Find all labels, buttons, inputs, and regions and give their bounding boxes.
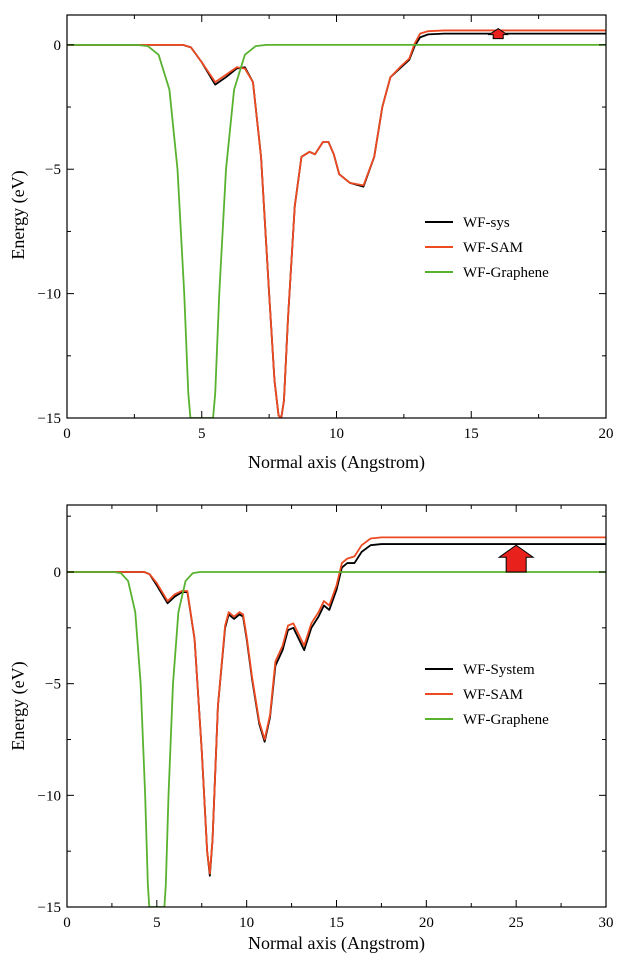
series-line-1 [67, 32, 606, 418]
legend-label: WF-Graphene [463, 265, 549, 281]
legend: WF-System WF-SAM WF-Graphene [425, 662, 549, 728]
y-tick-label: −15 [38, 411, 61, 427]
up-arrow [487, 28, 509, 40]
y-tick-label: −5 [45, 677, 61, 693]
legend-label: WF-Graphene [463, 712, 549, 728]
x-tick-label: 5 [198, 426, 206, 442]
y-tick-label: 0 [54, 38, 62, 54]
y-axis-label: Energy (eV) [8, 661, 29, 750]
x-tick-label: 30 [599, 915, 614, 931]
x-tick-label: 0 [63, 426, 71, 442]
x-tick-label: 10 [239, 915, 254, 931]
x-axis-label: Normal axis (Angstrom) [248, 452, 425, 473]
legend-label: WF-System [463, 662, 535, 678]
series-line-2 [67, 536, 606, 875]
y-tick-label: −15 [38, 900, 61, 916]
y-axis-label: Energy (eV) [8, 170, 29, 259]
legend-label: WF-sys [463, 215, 510, 231]
chart-2: 0 5 10 15 20 25 30 0 −5 −10 −15 Normal axis (Angstr… [8, 504, 614, 954]
series-line-3 [67, 571, 606, 907]
series-line-1 [67, 543, 606, 877]
x-tick-label: 0 [63, 915, 71, 931]
y-tick-label: −10 [38, 788, 61, 804]
legend-label: WF-SAM [463, 687, 523, 703]
up-arrow [497, 544, 535, 573]
y-tick-label: −5 [45, 162, 61, 178]
series-line-3 [67, 43, 606, 418]
x-tick-label: 20 [419, 915, 434, 931]
series-line-2 [67, 29, 606, 418]
legend-label: WF-SAM [463, 240, 523, 256]
plot-frame [66, 14, 607, 419]
legend: WF-sys WF-SAM WF-Graphene [425, 215, 549, 281]
x-tick-label: 25 [509, 915, 524, 931]
x-tick-label: 15 [464, 426, 479, 442]
x-axis-label: Normal axis (Angstrom) [248, 933, 425, 954]
y-tick-label: −10 [38, 287, 61, 303]
x-tick-label: 20 [599, 426, 614, 442]
x-tick-label: 10 [329, 426, 344, 442]
y-tick-label: 0 [54, 565, 62, 581]
chart-1: 0 5 10 15 20 0 −5 −10 −15 Normal axis (Angstrom) E… [8, 14, 614, 473]
x-tick-label: 15 [329, 915, 344, 931]
x-tick-label: 5 [153, 915, 161, 931]
